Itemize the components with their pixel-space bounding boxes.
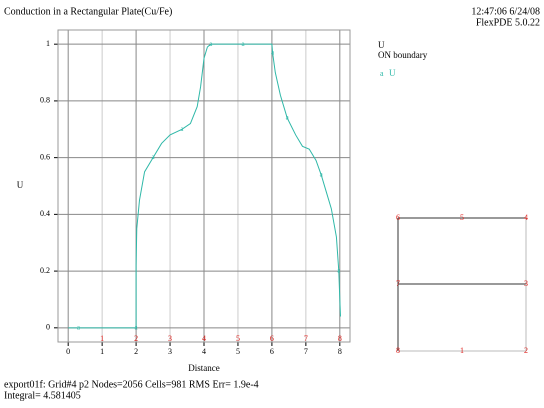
x-tick-label: 1 [100, 347, 104, 356]
x-tick-label: 6 [270, 347, 274, 356]
domain-label: 1 [460, 346, 464, 355]
series-marker: a [241, 40, 245, 48]
boundary-label: 2 [134, 334, 138, 343]
footer: export01f: Grid#4 p2 Nodes=2056 Cells=98… [4, 379, 259, 390]
series-marker: a [286, 114, 290, 122]
domain-label: 4 [524, 213, 528, 222]
boundary-label: 4 [202, 334, 206, 343]
legend-marker: a [380, 69, 384, 78]
y-tick-label: 0.2 [40, 266, 50, 275]
domain-label: 6 [396, 213, 400, 222]
y-axis-label: U [17, 180, 24, 190]
series-marker: a [271, 48, 275, 56]
domain-label: 3 [524, 279, 528, 288]
series-marker: a [180, 125, 184, 133]
domain-label: 8 [396, 346, 400, 355]
x-tick-label: 2 [134, 347, 138, 356]
boundary-label: 8 [338, 334, 342, 343]
series-marker: a [320, 170, 324, 178]
boundary-label: 3 [168, 334, 172, 343]
x-tick-label: 0 [66, 347, 70, 356]
boundary-label: 7 [304, 334, 308, 343]
legend-subtitle: ON boundary [378, 50, 428, 60]
integral: Integral= 4.581405 [4, 390, 81, 401]
chart-title: Conduction in a Rectangular Plate(Cu/Fe) [4, 6, 172, 17]
x-tick-label: 3 [168, 347, 172, 356]
plot-frame [57, 29, 351, 343]
boundary-label: 1 [100, 334, 104, 343]
x-axis-label: Distance [188, 363, 220, 373]
software: FlexPDE 5.0.22 [476, 17, 540, 28]
series-marker: a [337, 267, 341, 275]
x-tick-label: 5 [236, 347, 240, 356]
series-marker: a [152, 153, 156, 161]
legend-title: U [378, 40, 385, 50]
boundary-label: 6 [270, 334, 274, 343]
series-marker: a [135, 323, 139, 331]
y-tick-label: 1 [46, 39, 50, 48]
series-line [68, 43, 341, 329]
x-tick-label: 4 [202, 347, 206, 356]
series-marker: a [77, 323, 81, 331]
y-tick-label: 0 [46, 323, 50, 332]
y-tick-label: 0.8 [40, 96, 50, 105]
timestamp: 12:47:06 6/24/08 [471, 6, 540, 17]
y-tick-label: 0.6 [40, 152, 50, 161]
y-tick-label: 0.4 [40, 209, 50, 218]
domain-label: 7 [396, 279, 400, 288]
boundary-label: 5 [236, 334, 240, 343]
domain-plot: 6 5 4 7 3 8 1 2 [396, 213, 528, 355]
legend-label: U [389, 68, 396, 78]
domain-label: 5 [460, 213, 464, 222]
series-marker: a [209, 40, 213, 48]
x-tick-label: 8 [338, 347, 342, 356]
x-tick-label: 7 [304, 347, 308, 356]
domain-label: 2 [524, 346, 528, 355]
